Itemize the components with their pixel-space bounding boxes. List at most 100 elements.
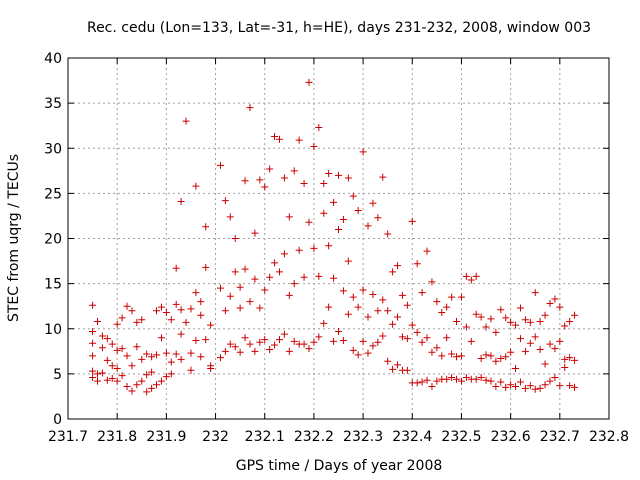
data-point bbox=[379, 332, 387, 340]
data-point bbox=[275, 336, 283, 344]
data-point bbox=[512, 364, 520, 372]
data-point bbox=[221, 307, 229, 315]
data-point bbox=[143, 371, 151, 379]
data-point bbox=[113, 364, 121, 372]
x-tick-label: 231.9 bbox=[146, 429, 186, 445]
data-point bbox=[271, 133, 279, 141]
data-point bbox=[123, 383, 131, 391]
data-point bbox=[457, 377, 465, 385]
data-point bbox=[290, 167, 298, 175]
data-point bbox=[428, 348, 436, 356]
data-point bbox=[423, 334, 431, 342]
data-point bbox=[167, 370, 175, 378]
data-point bbox=[438, 309, 446, 317]
data-point bbox=[133, 343, 141, 351]
data-point bbox=[187, 366, 195, 374]
data-point bbox=[280, 174, 288, 182]
data-point bbox=[290, 337, 298, 345]
data-point bbox=[335, 171, 342, 179]
data-point bbox=[433, 377, 441, 385]
data-point bbox=[103, 376, 111, 384]
data-point bbox=[162, 349, 170, 357]
data-point bbox=[157, 377, 165, 385]
data-point bbox=[566, 382, 574, 390]
data-point bbox=[531, 385, 539, 393]
data-point bbox=[295, 246, 303, 254]
data-point bbox=[566, 354, 574, 362]
data-point bbox=[369, 199, 377, 207]
data-point bbox=[251, 229, 259, 237]
data-point bbox=[344, 310, 352, 318]
x-tick-label: 232.1 bbox=[245, 429, 285, 445]
data-point bbox=[457, 352, 465, 360]
data-point bbox=[94, 318, 102, 326]
data-point bbox=[512, 321, 520, 329]
data-point bbox=[113, 346, 121, 354]
data-point bbox=[202, 223, 210, 231]
data-point bbox=[207, 364, 215, 372]
data-point bbox=[556, 337, 564, 345]
data-point bbox=[89, 327, 97, 335]
data-point bbox=[216, 161, 224, 169]
axes: 231.7 231.8 231.9 232 232.1 232.2 232.3 232.4 23… bbox=[44, 51, 629, 445]
data-point bbox=[98, 344, 106, 352]
data-point bbox=[261, 286, 269, 294]
data-point bbox=[403, 366, 411, 374]
data-point bbox=[541, 311, 549, 319]
data-point bbox=[389, 268, 397, 276]
data-point bbox=[143, 350, 151, 358]
data-point bbox=[516, 304, 524, 312]
data-point bbox=[285, 347, 293, 355]
data-point bbox=[546, 377, 554, 385]
data-point bbox=[315, 123, 323, 131]
data-point bbox=[89, 339, 97, 347]
data-point bbox=[526, 339, 534, 347]
data-point bbox=[507, 381, 515, 389]
data-point bbox=[521, 384, 529, 392]
data-point bbox=[512, 383, 520, 391]
data-point bbox=[138, 316, 146, 324]
data-point bbox=[261, 183, 269, 191]
data-point bbox=[546, 340, 554, 348]
data-point bbox=[556, 382, 564, 390]
data-point bbox=[315, 272, 323, 280]
data-point bbox=[389, 365, 397, 373]
data-point bbox=[339, 336, 347, 344]
data-point bbox=[359, 286, 367, 294]
data-point bbox=[384, 307, 392, 315]
y-tick-label: 15 bbox=[44, 277, 62, 293]
data-point bbox=[177, 355, 185, 363]
data-point bbox=[251, 275, 259, 283]
data-point bbox=[354, 207, 362, 215]
data-point bbox=[531, 333, 539, 341]
data-point bbox=[364, 349, 372, 357]
data-point bbox=[487, 315, 495, 323]
x-tick-label: 231.7 bbox=[48, 429, 88, 445]
data-point bbox=[172, 264, 180, 272]
data-point bbox=[482, 376, 490, 384]
data-point bbox=[226, 292, 234, 300]
data-point bbox=[305, 78, 313, 86]
data-point bbox=[157, 334, 165, 342]
data-point bbox=[123, 302, 131, 310]
data-point bbox=[379, 173, 387, 181]
data-point bbox=[320, 319, 328, 327]
data-point bbox=[339, 216, 347, 224]
data-point bbox=[423, 247, 431, 255]
data-point bbox=[453, 353, 461, 361]
data-point bbox=[280, 330, 288, 338]
data-point bbox=[433, 344, 441, 352]
data-point bbox=[433, 298, 441, 306]
data-point bbox=[497, 355, 505, 363]
data-point bbox=[477, 313, 485, 321]
data-point bbox=[285, 291, 293, 299]
data-point bbox=[394, 262, 402, 270]
data-point bbox=[138, 355, 146, 363]
data-point bbox=[167, 316, 175, 324]
data-point bbox=[330, 274, 338, 282]
data-point bbox=[325, 242, 333, 250]
data-point bbox=[266, 165, 274, 173]
data-point bbox=[394, 361, 402, 369]
data-point bbox=[241, 265, 249, 273]
data-point bbox=[103, 335, 111, 343]
